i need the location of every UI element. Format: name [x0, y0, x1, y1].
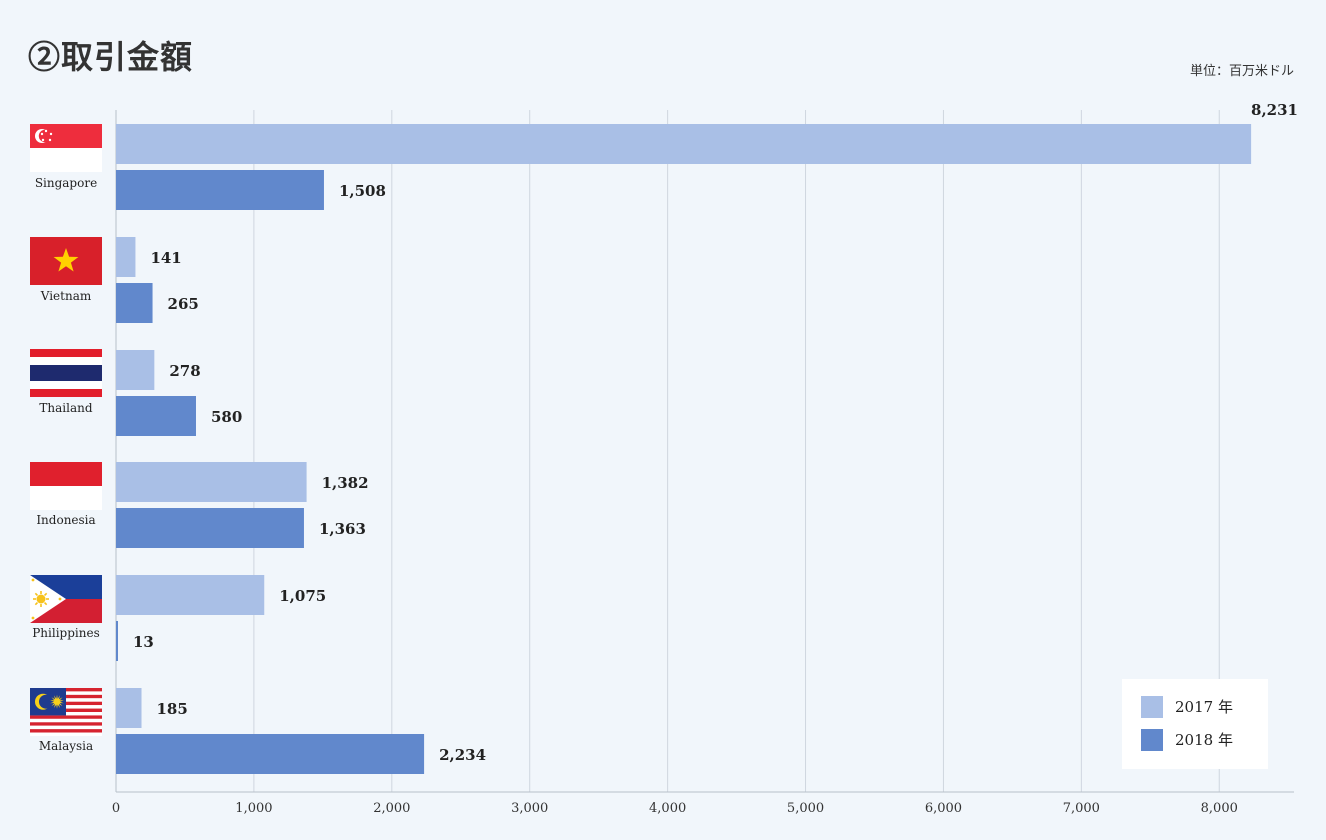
- x-tick-label: 3,000: [511, 801, 548, 816]
- category-label: Thailand: [39, 401, 92, 415]
- bar-malaysia-2017: [116, 688, 142, 728]
- category-label: Philippines: [32, 626, 100, 640]
- bar-value-label: 141: [150, 249, 181, 267]
- bar-vietnam-2017: [116, 237, 136, 277]
- legend-label: 2017 年: [1175, 698, 1233, 716]
- malaysia-flag-icon: [30, 688, 102, 736]
- x-tick-label: 0: [112, 801, 120, 816]
- bar-malaysia-2018: [116, 734, 425, 774]
- x-tick-label: 2,000: [373, 801, 410, 816]
- bar-value-label: 2,234: [439, 746, 486, 764]
- category-label: Malaysia: [39, 739, 93, 753]
- legend-label: 2018 年: [1175, 731, 1233, 749]
- category-label: Indonesia: [36, 513, 95, 527]
- bar-value-label: 265: [168, 295, 199, 313]
- category-label: Singapore: [35, 176, 97, 190]
- bar-value-label: 1,382: [322, 474, 369, 492]
- thailand-flag-icon: [30, 349, 102, 397]
- unit-label: 単位：百万米ドル: [1189, 64, 1294, 79]
- bar-singapore-2017: [116, 124, 1252, 164]
- x-tick-label: 5,000: [787, 801, 824, 816]
- bar-value-label: 580: [211, 408, 242, 426]
- vietnam-flag-icon: [30, 237, 102, 285]
- legend: 2017 年 2018 年: [1122, 679, 1268, 769]
- singapore-flag-icon: [30, 124, 102, 172]
- indonesia-flag-icon: [30, 462, 102, 510]
- bar-indonesia-2018: [116, 508, 304, 548]
- bar-value-label: 1,075: [279, 587, 326, 605]
- bar-indonesia-2017: [116, 462, 307, 502]
- category-label: Vietnam: [40, 289, 92, 303]
- x-tick-label: 7,000: [1063, 801, 1100, 816]
- legend-swatch: [1141, 696, 1163, 718]
- x-tick-label: 6,000: [925, 801, 962, 816]
- bar-philippines-2018: [116, 621, 118, 661]
- legend-swatch: [1141, 729, 1163, 751]
- chart-title: ②取引金額: [28, 38, 194, 76]
- bar-value-label: 278: [169, 362, 200, 380]
- bar-thailand-2017: [116, 350, 155, 390]
- x-tick-label: 8,000: [1201, 801, 1238, 816]
- bar-value-label: 13: [133, 633, 154, 651]
- bar-thailand-2018: [116, 396, 196, 436]
- bar-singapore-2018: [116, 170, 324, 210]
- bar-value-label: 8,231: [1251, 101, 1298, 119]
- x-tick-label: 4,000: [649, 801, 686, 816]
- bar-value-label: 1,508: [339, 182, 386, 200]
- bar-vietnam-2018: [116, 283, 153, 323]
- philippines-flag-icon: [30, 575, 102, 623]
- bar-value-label: 1,363: [319, 520, 366, 538]
- bar-value-label: 185: [157, 700, 188, 718]
- bar-philippines-2017: [116, 575, 265, 615]
- legend-box: [1122, 679, 1268, 769]
- x-tick-label: 1,000: [235, 801, 272, 816]
